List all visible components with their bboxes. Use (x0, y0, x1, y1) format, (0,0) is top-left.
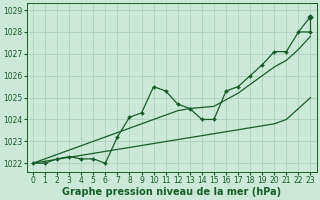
X-axis label: Graphe pression niveau de la mer (hPa): Graphe pression niveau de la mer (hPa) (62, 187, 281, 197)
